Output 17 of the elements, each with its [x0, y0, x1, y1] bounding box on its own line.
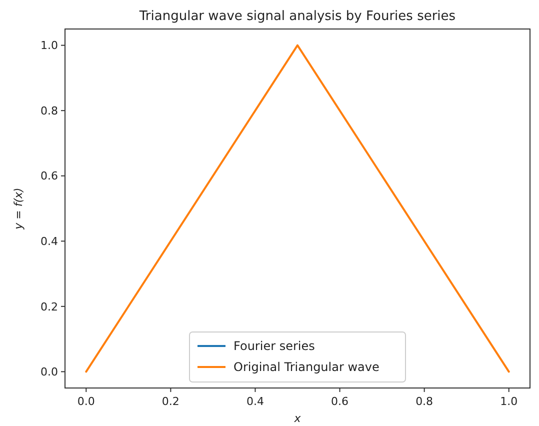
y-tick-label: 1.0 [40, 39, 58, 52]
legend-label: Original Triangular wave [234, 360, 380, 374]
x-tick-label: 0.6 [331, 395, 349, 408]
y-axis-title: y = f(x) [12, 188, 25, 230]
y-tick-label: 0.6 [40, 170, 58, 183]
x-tick-label: 0.0 [77, 395, 95, 408]
chart-title: Triangular wave signal analysis by Fouries series [138, 9, 456, 24]
x-tick-label: 0.4 [246, 395, 264, 408]
y-tick-label: 0.2 [40, 300, 58, 314]
x-tick-label: 0.8 [416, 395, 434, 408]
x-tick-label: 1.0 [500, 395, 518, 408]
y-tick-label: 0.8 [40, 104, 58, 118]
x-tick-label: 0.2 [162, 395, 180, 408]
legend-label: Fourier series [234, 339, 315, 354]
y-tick-label: 0.0 [40, 366, 58, 379]
x-axis-title: x [293, 412, 302, 425]
y-tick-label: 0.4 [40, 234, 58, 248]
